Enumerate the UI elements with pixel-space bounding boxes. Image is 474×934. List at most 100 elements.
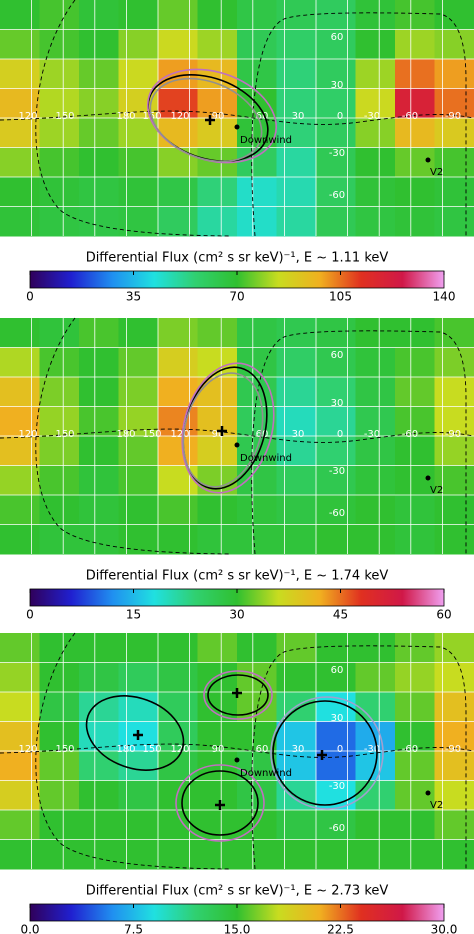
heatmap-cell bbox=[355, 206, 396, 237]
heatmap-cell bbox=[237, 692, 277, 722]
heatmap-cell bbox=[0, 839, 40, 870]
heatmap-cell bbox=[197, 436, 238, 466]
heatmap-cell bbox=[316, 721, 356, 752]
center-cross bbox=[205, 115, 215, 125]
heatmap-cell bbox=[197, 377, 238, 407]
colorbar-label: Differential Flux (cm² s sr keV)⁻¹, E ~ … bbox=[86, 884, 389, 899]
heatmap-cell bbox=[197, 206, 238, 237]
heatmap-cell bbox=[158, 29, 198, 60]
lat-label: 60 bbox=[331, 350, 344, 361]
heatmap-cell bbox=[79, 436, 119, 466]
heatmap-cell bbox=[158, 721, 198, 752]
heatmap-cell bbox=[276, 318, 317, 348]
colorbar-label: Differential Flux (cm² s sr keV)⁻¹, E ~ … bbox=[86, 569, 389, 584]
heatmap-cell bbox=[0, 377, 40, 407]
center-cross bbox=[217, 426, 227, 436]
heatmap-cell bbox=[79, 495, 119, 525]
heatmap-cell bbox=[395, 206, 435, 237]
heatmap-cell bbox=[316, 118, 356, 148]
lon-label: -60 bbox=[402, 111, 418, 122]
heatmap-cell bbox=[395, 29, 435, 60]
lon-label: 120 bbox=[170, 744, 189, 755]
colorbar-tick-label: 0 bbox=[26, 608, 34, 622]
heatmap-cell bbox=[237, 406, 277, 437]
heatmap-cell bbox=[118, 0, 159, 30]
heatmap-cell bbox=[434, 406, 474, 437]
heatmap-cell bbox=[276, 524, 317, 555]
heatmap-cell bbox=[276, 406, 317, 437]
heatmap-cell bbox=[39, 88, 80, 119]
heatmap-cell bbox=[39, 751, 80, 781]
heatmap-cell bbox=[355, 177, 396, 207]
heatmap-cell bbox=[434, 721, 474, 752]
heatmap-cell bbox=[434, 662, 474, 693]
heatmap-cell bbox=[237, 524, 277, 555]
error-ellipse bbox=[181, 770, 259, 836]
lon-label: 60 bbox=[256, 111, 269, 122]
lat-label: 60 bbox=[331, 32, 344, 43]
heatmap-cell bbox=[316, 29, 356, 60]
heatmap-cell bbox=[39, 465, 80, 496]
heatmap-cell bbox=[434, 436, 474, 466]
heatmap-cell bbox=[434, 495, 474, 525]
heatmap-cell bbox=[237, 721, 277, 752]
heatmap-cell bbox=[355, 839, 396, 870]
lat-label: -30 bbox=[329, 148, 345, 159]
heatmap-cell bbox=[118, 206, 159, 237]
heatmap-cell bbox=[39, 524, 80, 555]
heatmap-cell bbox=[0, 118, 40, 148]
heatmap-cell bbox=[355, 347, 396, 378]
heatmap-cell bbox=[355, 377, 396, 407]
heatmap-cell bbox=[158, 177, 198, 207]
heatmap-cell bbox=[79, 118, 119, 148]
heatmap-cell bbox=[79, 780, 119, 811]
heatmap-cell bbox=[355, 0, 396, 30]
heatmap-cell bbox=[395, 662, 435, 693]
heatmap-cell bbox=[79, 177, 119, 207]
heatmap-cell bbox=[316, 436, 356, 466]
heatmap-cell bbox=[197, 0, 238, 30]
lon-label: 0 bbox=[337, 429, 343, 440]
heatmap-cell bbox=[434, 177, 474, 207]
heatmap-cell bbox=[158, 692, 198, 722]
colorbar-tick-label: 60 bbox=[436, 608, 451, 622]
heatmap-cell bbox=[79, 147, 119, 178]
heatmap-cell bbox=[79, 633, 119, 663]
heatmap-cell bbox=[118, 839, 159, 870]
error-ellipse bbox=[182, 372, 264, 488]
heatmap-cell bbox=[434, 839, 474, 870]
annotation: V2 bbox=[430, 800, 443, 811]
heatmap-cell bbox=[0, 436, 40, 466]
heatmap-cell bbox=[0, 495, 40, 525]
heatmap-cell bbox=[434, 206, 474, 237]
heatmap-cell bbox=[39, 147, 80, 178]
heatmap-cell bbox=[276, 88, 317, 119]
error-ellipse bbox=[272, 700, 378, 806]
heatmap-cell bbox=[237, 177, 277, 207]
heatmap-cell bbox=[158, 465, 198, 496]
ecliptic bbox=[0, 110, 474, 125]
lon-label: 120 bbox=[170, 429, 189, 440]
colorbar-tick-label: 45 bbox=[333, 608, 348, 622]
lon-label: 90 bbox=[212, 111, 225, 122]
lat-label: 30 bbox=[331, 80, 344, 91]
heatmap-cell bbox=[395, 810, 435, 840]
error-ellipse bbox=[85, 695, 185, 771]
heatmap-cell bbox=[316, 147, 356, 178]
annotation: Downwind bbox=[240, 135, 292, 146]
heatmap-cell bbox=[158, 118, 198, 148]
heatmap-cell bbox=[395, 406, 435, 437]
heatmap-cell bbox=[355, 495, 396, 525]
heatmap-cell bbox=[118, 524, 159, 555]
heatmap-cell bbox=[276, 780, 317, 811]
heatmap-cell bbox=[79, 465, 119, 496]
lon-label: 30 bbox=[292, 744, 305, 755]
heatmap-cell bbox=[197, 177, 238, 207]
lon-label: 180 bbox=[116, 111, 135, 122]
heatmap-cell bbox=[0, 88, 40, 119]
lon-label: -30 bbox=[364, 111, 380, 122]
annotation: V2 bbox=[430, 167, 443, 178]
heatmap-cell bbox=[158, 88, 198, 119]
colorbar-tick-label: 0 bbox=[26, 290, 34, 304]
heatmap-cell bbox=[39, 29, 80, 60]
